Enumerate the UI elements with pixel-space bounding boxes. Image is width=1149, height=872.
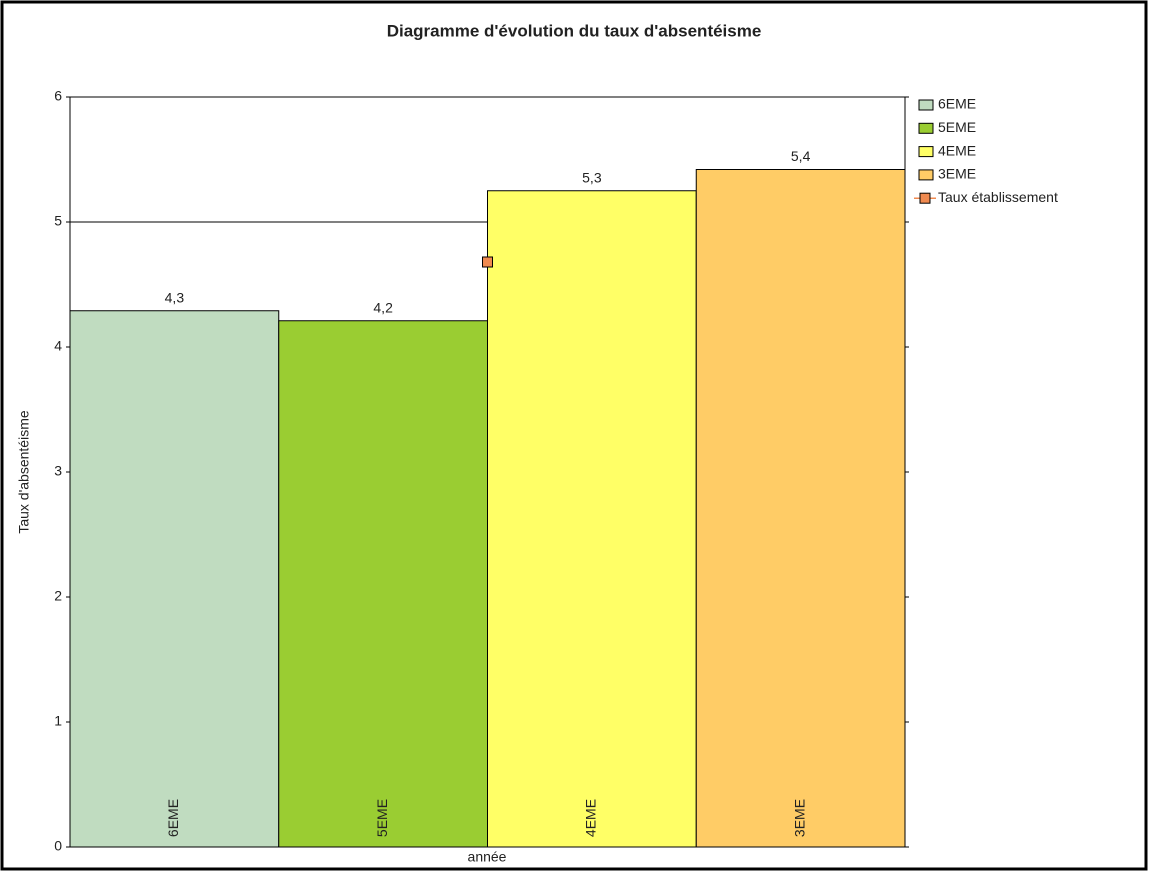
- bar: [695, 169, 906, 848]
- bar: [278, 320, 488, 848]
- value-label: 4,3: [165, 289, 185, 305]
- y-tick-label: 5: [54, 213, 62, 229]
- legend-swatch: [918, 146, 934, 158]
- bar: [487, 190, 697, 848]
- y-tick-label: 6: [54, 88, 62, 104]
- legend-swatch: [918, 169, 934, 181]
- line-marker: [482, 256, 493, 268]
- category-label: 6EME: [165, 799, 181, 837]
- legend-swatch: [918, 99, 934, 111]
- y-axis-label: Taux d'absentéisme: [16, 410, 32, 534]
- legend-label: 3EME: [938, 166, 976, 182]
- category-label: 5EME: [374, 799, 390, 837]
- legend-swatch: [918, 122, 934, 134]
- legend-label: Taux établissement: [938, 189, 1058, 205]
- value-label: 4,2: [373, 299, 393, 315]
- x-axis-label: année: [468, 849, 507, 865]
- legend-label: 5EME: [938, 119, 976, 135]
- y-tick-label: 0: [54, 838, 62, 854]
- category-label: 4EME: [583, 799, 599, 837]
- chart-title: Diagramme d'évolution du taux d'absentéi…: [387, 21, 762, 40]
- value-label: 5,3: [582, 169, 602, 185]
- y-tick-label: 1: [54, 713, 62, 729]
- bar: [69, 310, 280, 848]
- y-tick-label: 3: [54, 463, 62, 479]
- y-tick-label: 2: [54, 588, 62, 604]
- legend-marker: [919, 192, 931, 204]
- legend-label: 4EME: [938, 142, 976, 158]
- value-label: 5,4: [791, 148, 811, 164]
- legend-label: 6EME: [938, 96, 976, 112]
- y-tick-label: 4: [54, 338, 62, 354]
- category-label: 3EME: [791, 799, 807, 837]
